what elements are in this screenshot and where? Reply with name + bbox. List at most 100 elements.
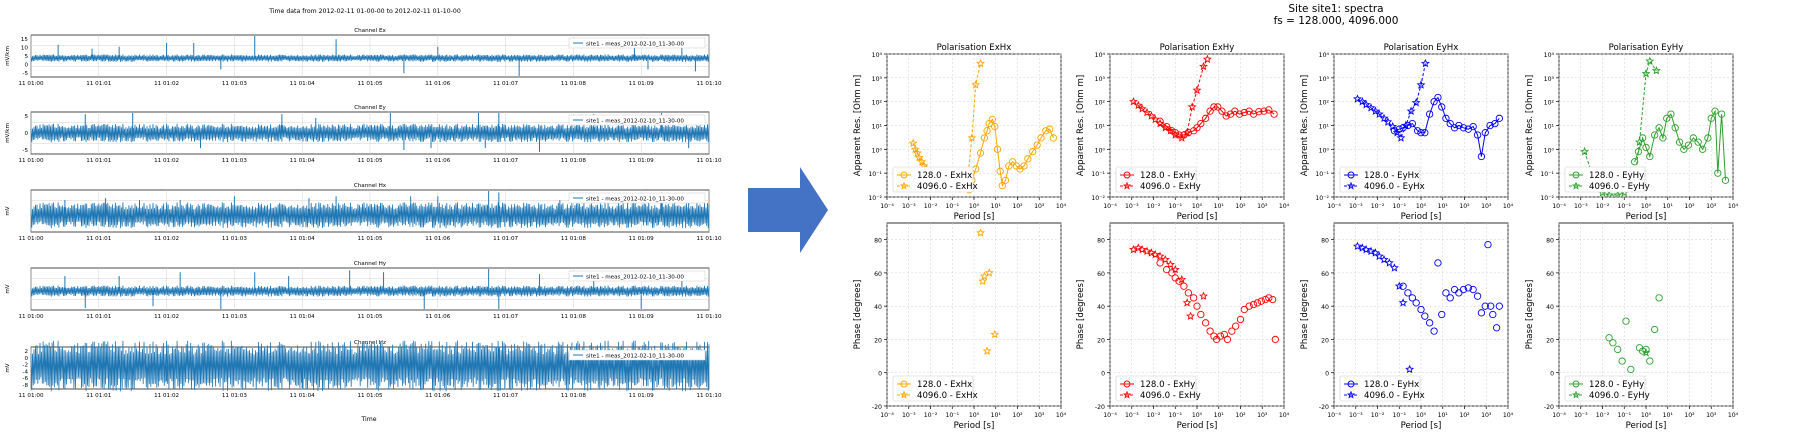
legend-star-marker	[899, 390, 909, 399]
y-tick-label: 10⁻²	[868, 195, 882, 202]
star-marker	[1202, 54, 1212, 64]
legend-label: site1 - meas_2012-02-10_11-30-00	[586, 354, 684, 360]
legend-circle-marker	[1572, 380, 1580, 388]
legend-star-marker	[1571, 181, 1581, 190]
legend-circle-marker	[1123, 380, 1131, 388]
x-tick-label: 11 01:07	[493, 393, 518, 399]
star-marker	[1645, 56, 1655, 65]
x-tick-label: 11 01:03	[222, 158, 247, 164]
x-axis-label: Period [s]	[954, 212, 995, 222]
y-tick-label: -2	[22, 363, 28, 369]
x-tick-label: 11 01:09	[629, 393, 654, 399]
circle-marker	[1450, 124, 1459, 132]
x-tick-label: 10⁻¹	[945, 412, 959, 419]
circle-marker	[1481, 129, 1489, 137]
star-marker	[1361, 99, 1371, 109]
circle-marker	[1484, 240, 1492, 249]
x-tick-label: 11 01:01	[86, 81, 111, 87]
channel-legend	[568, 37, 706, 49]
channel-ylabel: mV	[5, 206, 11, 215]
x-tick-label: 11 01:07	[493, 158, 518, 164]
circle-marker	[1228, 327, 1236, 335]
y-tick-label: -20	[872, 404, 882, 411]
x-tick-label: 11 01:07	[493, 236, 518, 242]
x-tick-label: 11 01:07	[493, 314, 518, 320]
transition-arrow-icon	[748, 167, 828, 253]
x-tick-label: 10⁻³	[1574, 203, 1588, 210]
x-tick-label: 10⁻²	[1147, 203, 1161, 210]
star-marker	[1185, 311, 1195, 320]
x-tick-label: 11 01:04	[290, 81, 315, 87]
x-tick-label: 10⁻²	[1371, 203, 1385, 210]
circle-marker	[1412, 299, 1420, 307]
legend-label: 128.0 - ExHx	[917, 171, 972, 181]
x-tick-label: 10⁴	[1056, 412, 1067, 419]
y-tick-label: 80	[874, 238, 882, 245]
circle-marker	[1417, 129, 1425, 137]
legend-label: 4096.0 - EyHy	[1589, 391, 1650, 401]
x-tick-label: 11 01:00	[18, 158, 43, 164]
y-tick-label: -6	[22, 376, 28, 382]
circle-marker	[1459, 285, 1468, 294]
circle-marker	[1442, 114, 1450, 122]
star-marker	[1398, 298, 1408, 307]
circle-marker	[1404, 289, 1412, 297]
y-tick-label: 10²	[1319, 100, 1330, 107]
star-marker	[1160, 254, 1170, 264]
legend-circle-marker	[1347, 171, 1355, 179]
star-marker	[1155, 118, 1165, 128]
x-tick-label: 10⁻²	[1596, 412, 1610, 419]
circle-marker	[1714, 169, 1722, 177]
channel-signal	[30, 54, 710, 62]
x-tick-label: 10⁻³	[1125, 203, 1139, 210]
circle-marker	[1408, 119, 1416, 128]
circle-marker	[1024, 155, 1032, 163]
star-marker	[1580, 146, 1590, 156]
x-tick-label: 11 01:07	[493, 81, 518, 87]
star-marker	[1405, 364, 1415, 374]
channel-ylabel: mV	[5, 363, 11, 372]
x-tick-label: 10⁻³	[1125, 412, 1139, 419]
circle-marker	[983, 127, 991, 135]
x-tick-label: 10⁻²	[924, 412, 938, 419]
star-marker	[1160, 123, 1170, 132]
circle-marker	[1270, 110, 1278, 118]
x-tick-label: 10⁴	[1503, 203, 1514, 210]
y-tick-label: 0	[24, 131, 28, 137]
x-tick-label: 10²	[1235, 412, 1246, 419]
star-marker	[1392, 128, 1402, 137]
x-tick-label: 11 01:08	[561, 314, 586, 320]
circle-marker	[1689, 134, 1697, 142]
circle-marker	[1721, 176, 1730, 184]
x-tick-label: 10⁻³	[902, 203, 916, 210]
x-tick-label: 11 01:09	[629, 158, 654, 164]
star-marker	[1192, 85, 1202, 95]
channel-title: Channel Hx	[354, 183, 387, 189]
circle-marker	[1491, 119, 1499, 128]
x-tick-label: 10⁴	[1279, 412, 1290, 419]
circle-marker	[1464, 284, 1472, 292]
star-marker	[1641, 68, 1651, 78]
circle-marker	[1042, 127, 1050, 135]
x-tick-label: 10²	[1012, 412, 1023, 419]
star-marker	[967, 133, 977, 142]
x-tick-label: 11 01:06	[425, 158, 450, 164]
x-tick-label: 10⁻¹	[1168, 412, 1182, 419]
star-marker	[1128, 244, 1138, 254]
star-marker	[990, 329, 1000, 339]
y-tick-label: 10⁰	[1544, 147, 1555, 154]
chart-title: Polarisation ExHx	[937, 43, 1012, 53]
x-tick-label: 10³	[1257, 412, 1268, 419]
y-tick-label: -4	[22, 369, 28, 375]
legend-star-marker	[1571, 390, 1581, 399]
channel-title: Channel Hz	[354, 340, 386, 346]
x-tick-label: 10⁰	[969, 412, 980, 419]
circle-marker	[1614, 345, 1622, 354]
circle-marker	[1005, 162, 1013, 170]
circle-marker	[1655, 124, 1663, 132]
circle-marker	[1495, 302, 1503, 310]
x-tick-label: 11 01:08	[561, 393, 586, 399]
circle-marker	[980, 134, 989, 142]
circle-marker	[1630, 158, 1639, 166]
